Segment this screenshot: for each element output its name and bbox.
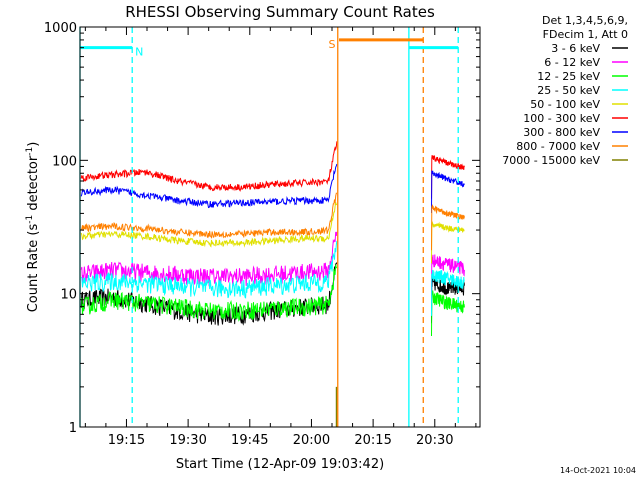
y-axis-label: Count Rate (s-1 detector-1): [25, 142, 41, 313]
footer-timestamp: 14-Oct-2021 10:04: [560, 466, 636, 475]
series-line-before-6: [80, 163, 338, 209]
legend-header-0: Det 1,3,4,5,6,9,: [542, 14, 628, 27]
y-axis-label-end: ): [26, 142, 41, 147]
series-3: [80, 240, 465, 316]
series-line-before-0: [80, 262, 338, 326]
y-axis-label-sup2: -1: [25, 147, 35, 156]
series-5: [80, 141, 465, 199]
y-axis-label-sup1: -1: [25, 215, 35, 224]
legend-label-6: 300 - 800 keV: [523, 126, 600, 139]
series-4: [80, 202, 465, 264]
series-line-before-5: [80, 141, 338, 192]
series-line-after-3: [431, 269, 465, 316]
legend-label-7: 800 - 7000 keV: [516, 140, 600, 153]
marker-label-0: N: [135, 46, 143, 59]
y-tick-label-1: 100: [52, 154, 77, 169]
x-tick-label-0: 19:15: [108, 433, 145, 448]
x-tick-label-3: 20:00: [293, 433, 330, 448]
legend-header-1: FDecim 1, Att 0: [543, 28, 628, 41]
legend-label-0: 3 - 6 keV: [551, 42, 600, 55]
x-tick-label-2: 19:45: [231, 433, 268, 448]
series-line-before-7: [80, 192, 338, 239]
legend-label-4: 50 - 100 keV: [530, 98, 600, 111]
x-tick-label-5: 20:30: [416, 433, 453, 448]
x-tick-label-1: 19:30: [169, 433, 206, 448]
x-axis-label: Start Time (12-Apr-09 19:03:42): [176, 457, 384, 472]
series-line-before-3: [80, 240, 338, 299]
y-axis-label-mid: detector: [26, 155, 41, 215]
legend-label-5: 100 - 300 keV: [523, 112, 600, 125]
series-line-after-1: [431, 254, 465, 304]
legend-label-2: 12 - 25 keV: [537, 70, 600, 83]
series-line-after-2: [431, 290, 465, 337]
legend-label-3: 25 - 50 keV: [537, 84, 600, 97]
series-line-before-2: [80, 264, 338, 322]
series-2: [80, 264, 465, 337]
series-line-after-5: [431, 155, 465, 199]
legend-label-1: 6 - 12 keV: [544, 56, 600, 69]
series-7: [80, 192, 465, 251]
axis-ticks: 1000 100 10 1 19:15 19:30 19:45 20:00 20:15 20:30: [44, 21, 480, 448]
series-line-after-4: [431, 220, 465, 264]
y-tick-label-0: 1000: [44, 21, 77, 36]
legend: Det 1,3,4,5,6,9,FDecim 1, Att 03 - 6 keV…: [502, 14, 628, 167]
plot-frame: [79, 26, 481, 428]
plot-area: NS: [79, 27, 465, 427]
chart-title: RHESSI Observing Summary Count Rates: [125, 3, 435, 21]
series-line-after-6: [431, 170, 465, 214]
x-tick-label-4: 20:15: [354, 433, 391, 448]
series-6: [80, 163, 465, 214]
series-line-after-7: [431, 204, 465, 251]
marker-label-1: S: [329, 38, 336, 51]
y-tick-label-2: 10: [60, 288, 77, 303]
y-tick-label-3: 1: [69, 421, 77, 436]
legend-label-8: 7000 - 15000 keV: [502, 154, 600, 167]
y-axis-label-main: Count Rate (s: [26, 224, 41, 313]
series-line-before-4: [80, 202, 338, 248]
